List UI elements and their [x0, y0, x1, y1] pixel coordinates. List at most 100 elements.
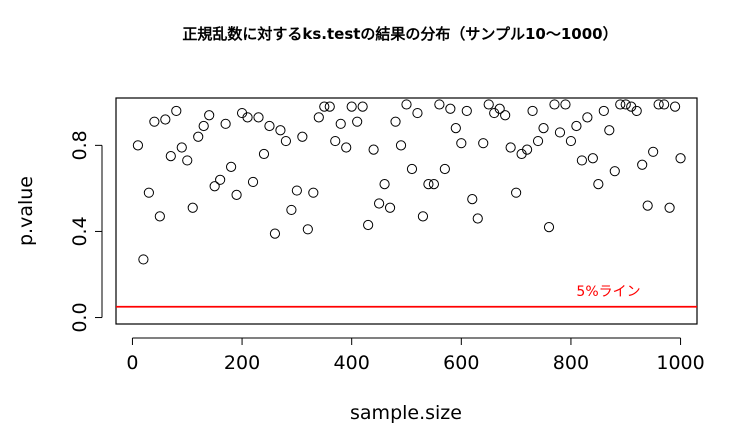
y-axis-label: p.value — [15, 176, 37, 246]
data-point — [604, 125, 615, 136]
data-point — [598, 105, 609, 117]
data-point — [642, 200, 653, 211]
data-point — [264, 120, 275, 132]
data-point — [280, 135, 292, 147]
data-point — [653, 99, 664, 110]
data-point — [242, 112, 253, 123]
data-point — [209, 181, 220, 192]
y-tick-label: 0.4 — [69, 216, 91, 246]
data-point — [335, 118, 346, 129]
data-point — [472, 213, 483, 224]
data-point — [593, 178, 604, 190]
data-point — [357, 101, 368, 112]
data-point — [258, 148, 270, 160]
data-point — [160, 114, 171, 125]
data-point — [165, 151, 176, 162]
data-point — [373, 198, 385, 209]
data-point — [187, 202, 198, 213]
data-point — [204, 110, 215, 121]
data-point — [231, 189, 242, 200]
data-point — [500, 110, 511, 121]
data-point — [368, 144, 379, 155]
data-point — [308, 187, 319, 198]
data-point — [494, 103, 505, 114]
data-point — [423, 178, 434, 190]
plot-frame — [115, 97, 698, 325]
data-point — [297, 131, 308, 142]
data-point — [253, 112, 264, 123]
x-tick-label: 1000 — [656, 352, 704, 374]
data-point — [576, 155, 587, 166]
data-point — [286, 204, 297, 216]
data-point — [341, 142, 352, 153]
data-point — [669, 101, 681, 112]
data-point — [406, 163, 418, 175]
data-point — [456, 138, 467, 149]
data-point — [609, 166, 620, 177]
x-axis-label: sample.size — [350, 402, 462, 424]
data-point — [664, 202, 675, 213]
data-point — [384, 202, 396, 213]
data-point — [620, 99, 631, 110]
data-point — [176, 142, 187, 153]
data-point — [483, 99, 494, 110]
data-point — [582, 112, 593, 123]
y-tick-label: 0.8 — [69, 130, 91, 160]
data-point — [587, 153, 598, 164]
data-point — [554, 127, 566, 138]
data-point — [313, 112, 324, 123]
data-point — [434, 99, 445, 110]
x-axis: 0 200 400 600 800 1000 — [126, 337, 705, 374]
data-point — [379, 178, 390, 190]
data-point — [505, 142, 516, 153]
data-point — [363, 219, 374, 231]
data-point — [390, 116, 401, 127]
x-tick-label: 0 — [126, 352, 138, 374]
data-point — [132, 140, 144, 151]
data-point — [631, 105, 642, 117]
data-point — [538, 123, 549, 134]
data-point — [149, 116, 160, 127]
data-point — [511, 187, 522, 198]
data-point — [543, 222, 555, 233]
data-point — [675, 153, 686, 164]
data-point — [154, 211, 165, 222]
x-tick-label: 600 — [443, 352, 479, 374]
data-point — [648, 146, 659, 157]
data-point — [560, 99, 571, 110]
data-point — [143, 187, 154, 198]
data-point — [659, 99, 670, 110]
data-point — [319, 101, 330, 112]
data-point — [138, 254, 149, 265]
data-point — [302, 224, 313, 235]
data-point — [478, 138, 489, 149]
chart-title: 正規乱数に対するks.testの結果の分布（サンプル10〜1000） — [182, 25, 617, 43]
x-tick-label: 400 — [334, 352, 370, 374]
data-point — [346, 101, 357, 112]
data-point — [401, 99, 412, 110]
data-points — [132, 99, 686, 265]
data-point — [198, 120, 209, 132]
data-point — [247, 176, 259, 188]
data-point — [527, 105, 538, 117]
data-point — [467, 194, 478, 205]
data-point — [269, 228, 281, 239]
data-point — [565, 135, 577, 147]
data-point — [532, 135, 544, 147]
data-point — [324, 101, 335, 112]
data-point — [450, 123, 461, 134]
data-point — [291, 185, 302, 196]
data-point — [352, 116, 363, 127]
y-axis: 0.0 0.4 0.8 — [69, 130, 103, 333]
data-point — [215, 174, 226, 185]
data-point — [226, 161, 237, 172]
data-point — [428, 178, 440, 190]
data-point — [637, 159, 648, 170]
data-point — [171, 105, 182, 117]
y-tick-label: 0.0 — [69, 302, 91, 332]
data-point — [220, 118, 231, 129]
data-point — [417, 211, 429, 222]
data-point — [395, 140, 407, 151]
data-point — [549, 99, 560, 110]
